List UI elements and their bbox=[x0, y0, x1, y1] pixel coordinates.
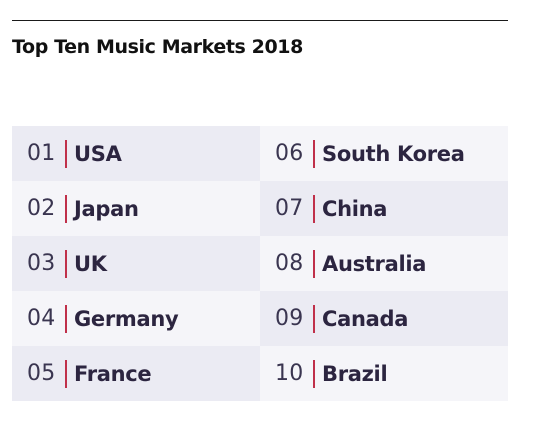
market-cell-03: 03 UK bbox=[12, 236, 260, 291]
rank-separator bbox=[313, 249, 315, 278]
rank-separator bbox=[313, 139, 315, 168]
market-rank: 08 bbox=[275, 251, 304, 276]
market-country: China bbox=[322, 196, 388, 221]
market-cell-08: 08 Australia bbox=[260, 236, 508, 291]
market-country: Germany bbox=[74, 306, 179, 331]
rank-separator bbox=[313, 194, 315, 223]
market-rank: 04 bbox=[27, 306, 56, 331]
market-country: Brazil bbox=[322, 361, 388, 386]
market-rank: 03 bbox=[27, 251, 56, 276]
market-rank: 07 bbox=[275, 196, 304, 221]
market-cell-10: 10 Brazil bbox=[260, 346, 508, 401]
market-rank: 06 bbox=[275, 141, 304, 166]
top-divider bbox=[12, 20, 508, 21]
market-cell-07: 07 China bbox=[260, 181, 508, 236]
market-country: Japan bbox=[74, 196, 139, 221]
market-cell-04: 04 Germany bbox=[12, 291, 260, 346]
market-rank: 02 bbox=[27, 196, 56, 221]
market-cell-06: 06 South Korea bbox=[260, 126, 508, 181]
rank-separator bbox=[65, 139, 67, 168]
rank-separator bbox=[65, 359, 67, 388]
market-rank: 05 bbox=[27, 361, 56, 386]
page-title: Top Ten Music Markets 2018 bbox=[12, 36, 303, 58]
market-rank: 01 bbox=[27, 141, 56, 166]
market-country: UK bbox=[74, 251, 107, 276]
markets-table: 01 USA 02 Japan 03 UK 04 Germany 05 Fran… bbox=[12, 126, 508, 401]
market-country: Canada bbox=[322, 306, 409, 331]
rank-separator bbox=[313, 359, 315, 388]
market-country: Australia bbox=[322, 251, 427, 276]
rank-separator bbox=[65, 194, 67, 223]
market-cell-01: 01 USA bbox=[12, 126, 260, 181]
market-cell-05: 05 France bbox=[12, 346, 260, 401]
market-country: USA bbox=[74, 141, 122, 166]
market-rank: 09 bbox=[275, 306, 304, 331]
market-cell-02: 02 Japan bbox=[12, 181, 260, 236]
market-cell-09: 09 Canada bbox=[260, 291, 508, 346]
market-country: South Korea bbox=[322, 141, 465, 166]
rank-separator bbox=[65, 249, 67, 278]
rank-separator bbox=[313, 304, 315, 333]
rank-separator bbox=[65, 304, 67, 333]
market-country: France bbox=[74, 361, 152, 386]
market-rank: 10 bbox=[275, 361, 304, 386]
